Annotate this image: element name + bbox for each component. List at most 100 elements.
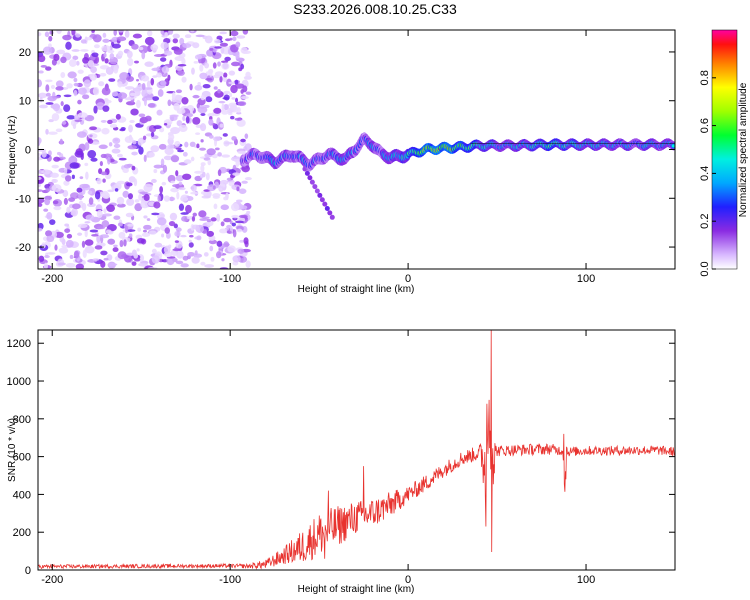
noise-blob xyxy=(236,186,240,192)
noise-blob xyxy=(116,180,126,185)
noise-blob xyxy=(232,172,240,176)
noise-blob xyxy=(241,180,248,184)
noise-blob xyxy=(75,263,85,269)
noise-blob xyxy=(128,124,133,133)
noise-blob xyxy=(134,199,140,203)
noise-blob xyxy=(230,30,239,37)
noise-blob xyxy=(77,69,84,74)
snr-panel: -200 -100 0 100 0 200 400 600 800 1000 1200 Heigh… xyxy=(7,329,676,595)
noise-blob xyxy=(162,164,168,173)
noise-blob xyxy=(144,115,152,122)
spectrogram-y-ticks: -20 -10 0 10 20 xyxy=(15,47,675,254)
snr-y-label: SNR (10 * v/v) xyxy=(7,418,18,482)
noise-blob xyxy=(47,131,58,135)
noise-blob xyxy=(307,175,313,181)
noise-blob xyxy=(204,35,213,44)
noise-blob xyxy=(125,212,134,218)
noise-blob xyxy=(69,254,74,260)
noise-blob xyxy=(241,164,250,173)
noise-blob xyxy=(212,185,216,190)
noise-blob xyxy=(194,250,198,256)
noise-blob xyxy=(128,233,133,238)
noise-blob xyxy=(190,30,195,33)
noise-blob xyxy=(157,89,164,97)
noise-blob xyxy=(222,62,229,69)
noise-blob xyxy=(200,139,204,143)
x-tick-label: 0 xyxy=(405,574,411,586)
noise-blob xyxy=(182,173,192,180)
noise-blob xyxy=(94,245,103,250)
noise-blob xyxy=(192,212,197,217)
noise-blob xyxy=(100,171,107,176)
noise-blob xyxy=(191,216,196,222)
page-title: S233.2026.008.10.25.C33 xyxy=(293,1,457,17)
colorbar-gradient xyxy=(711,29,738,270)
noise-blob xyxy=(199,72,208,80)
noise-blob xyxy=(45,102,54,105)
noise-blob xyxy=(238,67,243,72)
noise-blob xyxy=(168,221,176,227)
noise-blob xyxy=(209,70,213,77)
noise-blob xyxy=(226,230,232,234)
noise-blob xyxy=(113,182,122,191)
noise-blob xyxy=(175,89,182,94)
noise-blob xyxy=(161,233,165,238)
noise-blob xyxy=(56,30,62,34)
noise-blob xyxy=(218,184,224,192)
noise-blob xyxy=(151,248,157,254)
noise-blob xyxy=(181,96,189,105)
noise-blob xyxy=(45,84,50,92)
noise-blob xyxy=(231,214,240,219)
noise-blob xyxy=(113,30,117,36)
noise-blob xyxy=(44,198,51,206)
noise-blob xyxy=(47,95,57,102)
noise-blob xyxy=(38,197,45,204)
noise-blob xyxy=(127,193,134,200)
noise-blob xyxy=(60,156,66,160)
noise-blob xyxy=(213,38,221,44)
noise-blob xyxy=(230,203,240,212)
noise-blob xyxy=(50,172,59,178)
noise-blob xyxy=(101,127,110,135)
snr-x-ticks: -200 -100 0 100 xyxy=(41,330,595,586)
noise-blob xyxy=(235,160,240,167)
noise-blob xyxy=(193,60,199,64)
noise-blob xyxy=(143,97,147,107)
noise-blob xyxy=(170,180,175,184)
noise-blob xyxy=(63,94,72,98)
noise-blob xyxy=(176,250,184,259)
noise-blob xyxy=(184,190,188,194)
noise-blob xyxy=(151,67,161,72)
noise-blob xyxy=(45,230,53,237)
noise-blob xyxy=(113,215,121,220)
noise-blob xyxy=(133,178,138,187)
noise-blob xyxy=(220,221,225,227)
noise-blob xyxy=(159,186,164,194)
noise-blob xyxy=(164,147,174,156)
noise-blob xyxy=(151,255,160,264)
noise-blob xyxy=(237,101,247,107)
noise-blob xyxy=(41,169,51,175)
noise-blob xyxy=(104,58,109,64)
noise-blob xyxy=(181,57,186,65)
noise-blob xyxy=(312,184,318,190)
noise-blob xyxy=(174,140,181,147)
noise-blob xyxy=(106,224,117,232)
noise-blob xyxy=(167,74,171,81)
noise-blob xyxy=(244,133,249,139)
noise-blob xyxy=(141,75,150,82)
colorbar-tick-label: 0.0 xyxy=(699,261,711,276)
noise-blob xyxy=(176,191,180,200)
noise-blob xyxy=(116,203,126,208)
noise-blob xyxy=(184,141,189,148)
noise-blob xyxy=(144,61,154,67)
noise-blob xyxy=(143,215,148,219)
noise-blob xyxy=(108,78,116,82)
noise-blob xyxy=(153,201,161,209)
noise-blob xyxy=(111,91,119,97)
noise-blob xyxy=(92,258,100,261)
noise-blob xyxy=(154,242,163,248)
noise-blob xyxy=(87,138,94,144)
noise-blob xyxy=(194,170,203,174)
